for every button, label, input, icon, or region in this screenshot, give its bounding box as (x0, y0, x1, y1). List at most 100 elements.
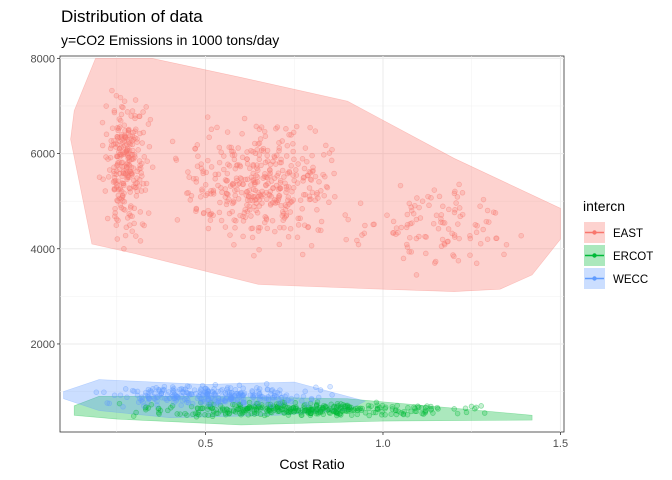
point-ercot (302, 407, 308, 414)
point-east (120, 144, 127, 150)
point-east (149, 164, 156, 170)
point-ercot (395, 408, 401, 414)
point-east (484, 236, 491, 242)
point-east (248, 225, 254, 232)
point-east (308, 242, 315, 249)
point-east (117, 124, 123, 130)
point-east (410, 210, 417, 217)
point-east (202, 182, 209, 188)
point-ercot (308, 406, 314, 412)
point-ercot (237, 403, 244, 409)
point-east (284, 186, 290, 192)
point-ercot (346, 404, 352, 410)
point-ercot (290, 405, 297, 411)
point-ercot (281, 399, 288, 406)
point-east (145, 210, 152, 216)
point-east (254, 165, 260, 171)
point-east (212, 176, 218, 182)
point-wecc (204, 396, 210, 403)
point-east (308, 177, 315, 183)
point-wecc (182, 396, 188, 403)
point-ercot (285, 412, 292, 418)
point-east (239, 154, 246, 161)
point-ercot (133, 409, 139, 416)
point-wecc (194, 395, 201, 402)
point-east (232, 187, 238, 194)
point-east (204, 190, 211, 197)
point-ercot (267, 407, 273, 414)
point-east (207, 211, 214, 218)
point-wecc (198, 386, 204, 392)
point-wecc (240, 399, 247, 405)
point-ercot (325, 407, 332, 413)
point-east (247, 207, 253, 213)
point-wecc (263, 395, 270, 401)
ticks: 0.5 1.0 1.5 2000 4000 6000 8000 (31, 53, 569, 450)
point-east (206, 211, 213, 218)
point-east (104, 215, 111, 222)
chart-subtitle: y=CO2 Emissions in 1000 tons/day (61, 32, 279, 48)
point-east (128, 135, 134, 142)
point-east (216, 159, 223, 166)
point-east (390, 230, 396, 236)
point-east (194, 163, 201, 169)
point-east (286, 201, 292, 207)
point-east (227, 232, 233, 238)
point-ercot (319, 408, 326, 415)
point-ercot (255, 404, 261, 411)
point-east (263, 216, 270, 223)
point-east (127, 185, 133, 192)
point-wecc (131, 388, 137, 395)
point-east (233, 218, 239, 224)
point-east (119, 180, 125, 186)
point-wecc (255, 388, 262, 394)
point-wecc (186, 392, 193, 398)
point-east (307, 124, 313, 131)
point-east (206, 134, 212, 141)
point-east (257, 191, 263, 198)
point-east (225, 161, 231, 168)
point-east (484, 207, 491, 214)
point-east (185, 189, 191, 196)
point-wecc (203, 385, 209, 392)
point-wecc (219, 393, 225, 399)
point-wecc (219, 399, 225, 405)
point-east (226, 196, 232, 203)
point-ercot (428, 407, 434, 413)
point-ercot (281, 401, 288, 408)
point-east (259, 200, 265, 206)
point-wecc (122, 386, 129, 392)
point-wecc (204, 386, 210, 393)
point-east (263, 182, 269, 189)
point-wecc (188, 391, 195, 397)
point-east (233, 162, 240, 169)
point-ercot (205, 412, 211, 419)
point-east (290, 185, 297, 191)
point-wecc (186, 383, 192, 390)
point-wecc (273, 394, 280, 400)
point-east (145, 121, 152, 127)
point-wecc (264, 386, 271, 393)
point-east (112, 213, 118, 220)
point-east (256, 140, 263, 146)
point-ercot (428, 403, 434, 410)
point-east (115, 125, 122, 132)
point-east (257, 136, 264, 142)
point-east (129, 147, 136, 154)
point-east (248, 193, 255, 199)
point-east (264, 147, 271, 154)
point-ercot (252, 404, 258, 410)
point-ercot (230, 407, 237, 413)
point-east (451, 209, 458, 216)
point-east (253, 196, 259, 202)
point-east (137, 130, 143, 137)
point-east (124, 147, 131, 154)
point-east (244, 189, 250, 195)
point-wecc (210, 389, 216, 395)
point-east (129, 228, 135, 234)
point-wecc (308, 395, 315, 402)
point-wecc (178, 392, 185, 399)
point-ercot (156, 405, 162, 412)
point-east (362, 222, 368, 229)
point-east (240, 233, 246, 240)
